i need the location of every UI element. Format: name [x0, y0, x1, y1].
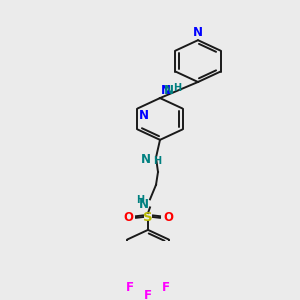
Text: F: F	[144, 289, 152, 300]
Text: O: O	[163, 211, 173, 224]
Text: N: N	[161, 84, 171, 97]
Text: S: S	[143, 211, 153, 224]
Text: N: N	[139, 109, 148, 122]
Text: N: N	[164, 84, 174, 97]
Text: F: F	[126, 281, 134, 294]
Text: O: O	[123, 211, 133, 224]
Text: H: H	[173, 83, 181, 93]
Text: H: H	[136, 195, 144, 205]
Text: N: N	[139, 199, 149, 212]
Text: F: F	[162, 281, 170, 294]
Text: N: N	[193, 26, 203, 39]
Text: H: H	[153, 156, 161, 166]
Text: N: N	[141, 153, 151, 166]
